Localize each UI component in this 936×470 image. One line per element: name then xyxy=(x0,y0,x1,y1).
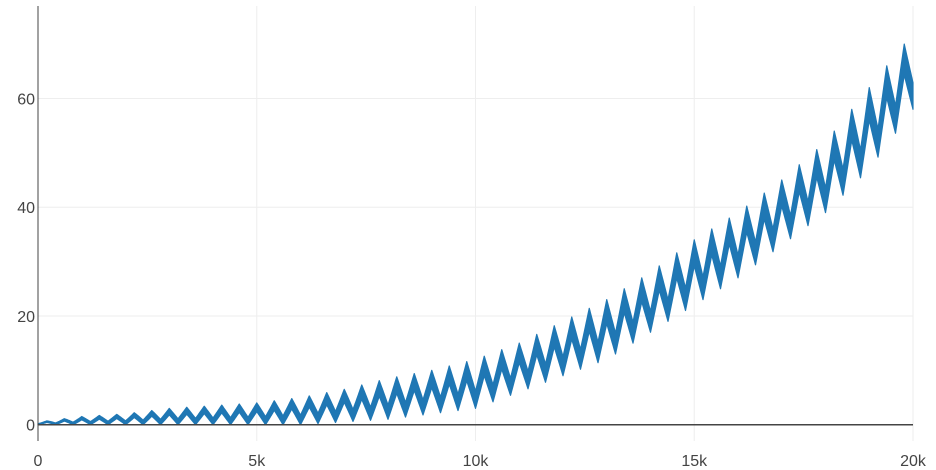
y-tick-label-1: 20 xyxy=(17,309,35,326)
grid-layer xyxy=(38,6,914,441)
series-layer xyxy=(37,43,914,426)
x-tick-label-2: 10k xyxy=(463,453,490,470)
x-tick-label-0: 0 xyxy=(34,453,43,470)
y-tick-label-2: 40 xyxy=(17,200,35,217)
series-band-0 xyxy=(37,43,914,426)
y-tick-label-0: 0 xyxy=(26,418,35,435)
y-tick-label-3: 60 xyxy=(17,91,35,108)
x-tick-label-1: 5k xyxy=(248,453,266,470)
label-layer: 0 5k 10k 15k 20k 0 20 40 60 xyxy=(17,91,927,470)
x-tick-label-3: 15k xyxy=(681,453,708,470)
x-tick-label-4: 20k xyxy=(900,453,927,470)
axis-layer xyxy=(37,6,913,441)
